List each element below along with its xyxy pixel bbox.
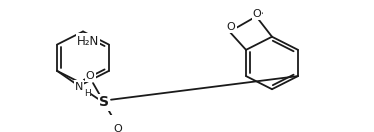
Text: O: O bbox=[252, 9, 261, 19]
Text: O: O bbox=[227, 22, 235, 32]
Text: O: O bbox=[114, 124, 122, 132]
Text: O: O bbox=[86, 71, 94, 81]
Text: H₂N: H₂N bbox=[77, 35, 99, 48]
Text: N: N bbox=[75, 82, 83, 92]
Text: S: S bbox=[99, 95, 109, 109]
Text: H: H bbox=[84, 89, 91, 98]
